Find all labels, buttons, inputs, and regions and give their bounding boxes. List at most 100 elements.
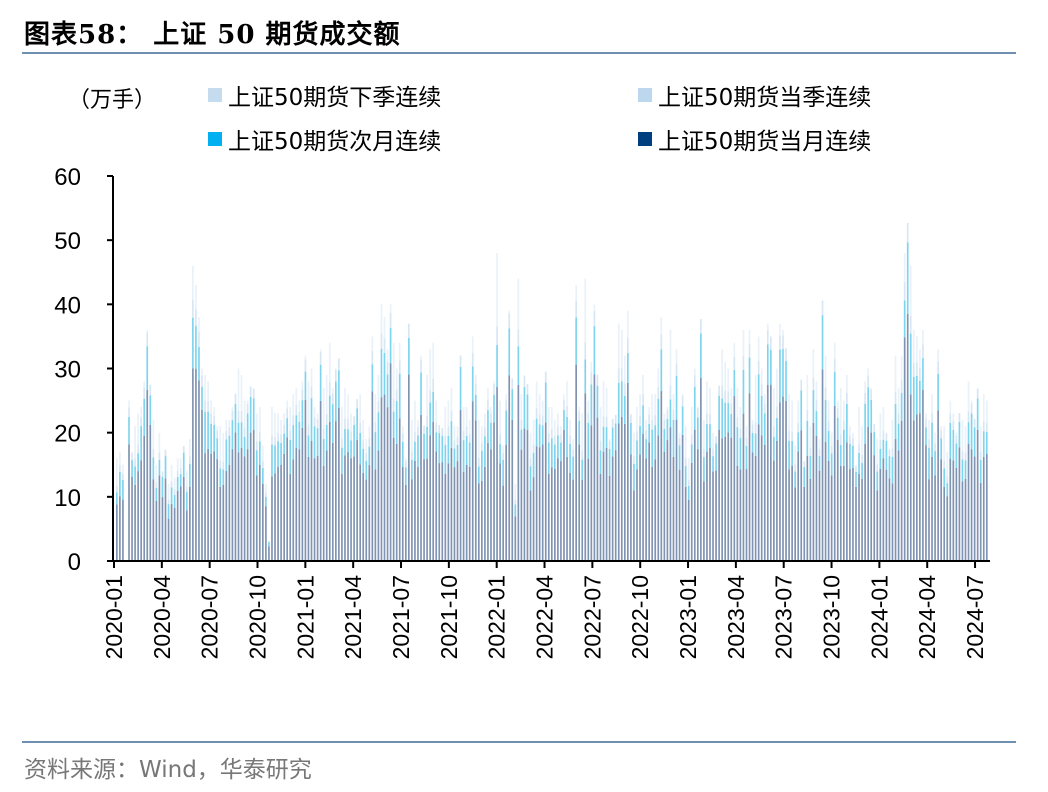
bar-segment (541, 444, 544, 561)
bar-segment (383, 394, 386, 561)
bar-segment (155, 500, 158, 561)
bar-segment (462, 407, 465, 431)
bar-segment (289, 430, 292, 440)
bar-segment (620, 330, 623, 368)
bar-segment (328, 421, 331, 561)
bar-segment (368, 465, 371, 561)
bar-segment (760, 435, 763, 561)
bar-segment (721, 349, 723, 386)
bar-segment (830, 432, 833, 446)
bar-segment (122, 464, 124, 474)
bar-segment (414, 460, 416, 561)
x-tick-label: 2020-07 (197, 575, 223, 659)
bar-segment (207, 401, 209, 413)
bar-segment (721, 385, 723, 399)
bar-segment (149, 424, 152, 561)
bar-segment (867, 387, 870, 427)
bar-segment (773, 426, 775, 437)
bar-segment (596, 374, 599, 386)
bar-segment (915, 362, 918, 376)
bar-segment (599, 450, 602, 475)
bar-segment (119, 451, 121, 466)
bar-segment (134, 484, 136, 561)
bar-segment (672, 456, 675, 561)
bar-segment (213, 407, 216, 416)
bar-segment (216, 426, 219, 431)
bar-segment (730, 437, 733, 561)
bar-segment (429, 349, 431, 390)
bar-segment (152, 457, 155, 480)
bar-segment (389, 304, 392, 313)
x-tick-label: 2024-01 (866, 575, 892, 659)
bar-segment (700, 378, 702, 561)
bar-segment (189, 456, 191, 464)
bar-segment (855, 466, 857, 472)
bar-segment (885, 469, 888, 561)
bar-segment (274, 436, 276, 446)
bar-segment (578, 407, 581, 412)
bar-segment (164, 456, 167, 479)
bar-segment (742, 413, 745, 561)
bar-segment (657, 368, 660, 388)
bar-segment (544, 382, 547, 423)
bar-segment (961, 459, 964, 482)
bar-segment (496, 387, 498, 561)
bar-segment (353, 456, 355, 561)
bar-segment (292, 425, 295, 460)
bar-segment (344, 387, 346, 419)
bar-segment (350, 440, 352, 459)
bar-segment (252, 398, 255, 430)
bar-segment (861, 462, 863, 479)
bar-segment (614, 450, 617, 561)
bar-segment (934, 451, 936, 476)
bar-segment (876, 464, 879, 472)
bar-segment (490, 413, 492, 423)
bar-segment (958, 447, 961, 561)
bar-segment (584, 278, 587, 343)
bar-segment (128, 416, 130, 445)
bar-segment (383, 317, 386, 339)
bar-segment (140, 416, 143, 427)
bar-segment (374, 394, 377, 423)
bar-segment (283, 424, 285, 434)
bar-segment (453, 448, 456, 468)
bar-segment (280, 442, 282, 465)
bar-segment (693, 386, 696, 430)
bar-segment (797, 451, 800, 561)
bar-segment (277, 441, 279, 467)
legend-label: 上证50期货次月连续 (228, 129, 442, 155)
bar-segment (301, 427, 304, 561)
bar-segment (417, 466, 419, 561)
bar-segment (660, 391, 663, 561)
bar-segment (906, 223, 909, 243)
bar-segment (654, 394, 657, 416)
bar-segment (627, 382, 629, 561)
bar-segment (122, 499, 124, 561)
bar-segment (827, 430, 830, 461)
y-tick-label: 30 (54, 357, 81, 384)
bar-segment (511, 389, 514, 420)
bar-segment (760, 384, 763, 396)
bar-segment (158, 459, 161, 476)
bar-segment (782, 349, 784, 397)
bar-segment (408, 323, 410, 338)
bar-segment (292, 415, 295, 426)
bar-segment (231, 449, 234, 561)
bar-segment (648, 423, 650, 443)
bar-segment (526, 384, 529, 395)
bar-segment (967, 422, 970, 444)
bar-segment (602, 426, 605, 452)
bar-segment (928, 479, 930, 561)
bar-segment (335, 381, 337, 422)
bar-segment (328, 382, 331, 396)
bar-segment (894, 391, 897, 404)
bar-segment (560, 442, 562, 462)
bar-segment (672, 409, 675, 420)
bar-segment (733, 342, 736, 357)
bar-segment (325, 374, 328, 414)
bar-segment (143, 381, 146, 389)
bar-segment (380, 348, 383, 398)
bar-segment (304, 355, 307, 360)
bar-segment (642, 434, 644, 561)
bar-segment (347, 394, 349, 420)
